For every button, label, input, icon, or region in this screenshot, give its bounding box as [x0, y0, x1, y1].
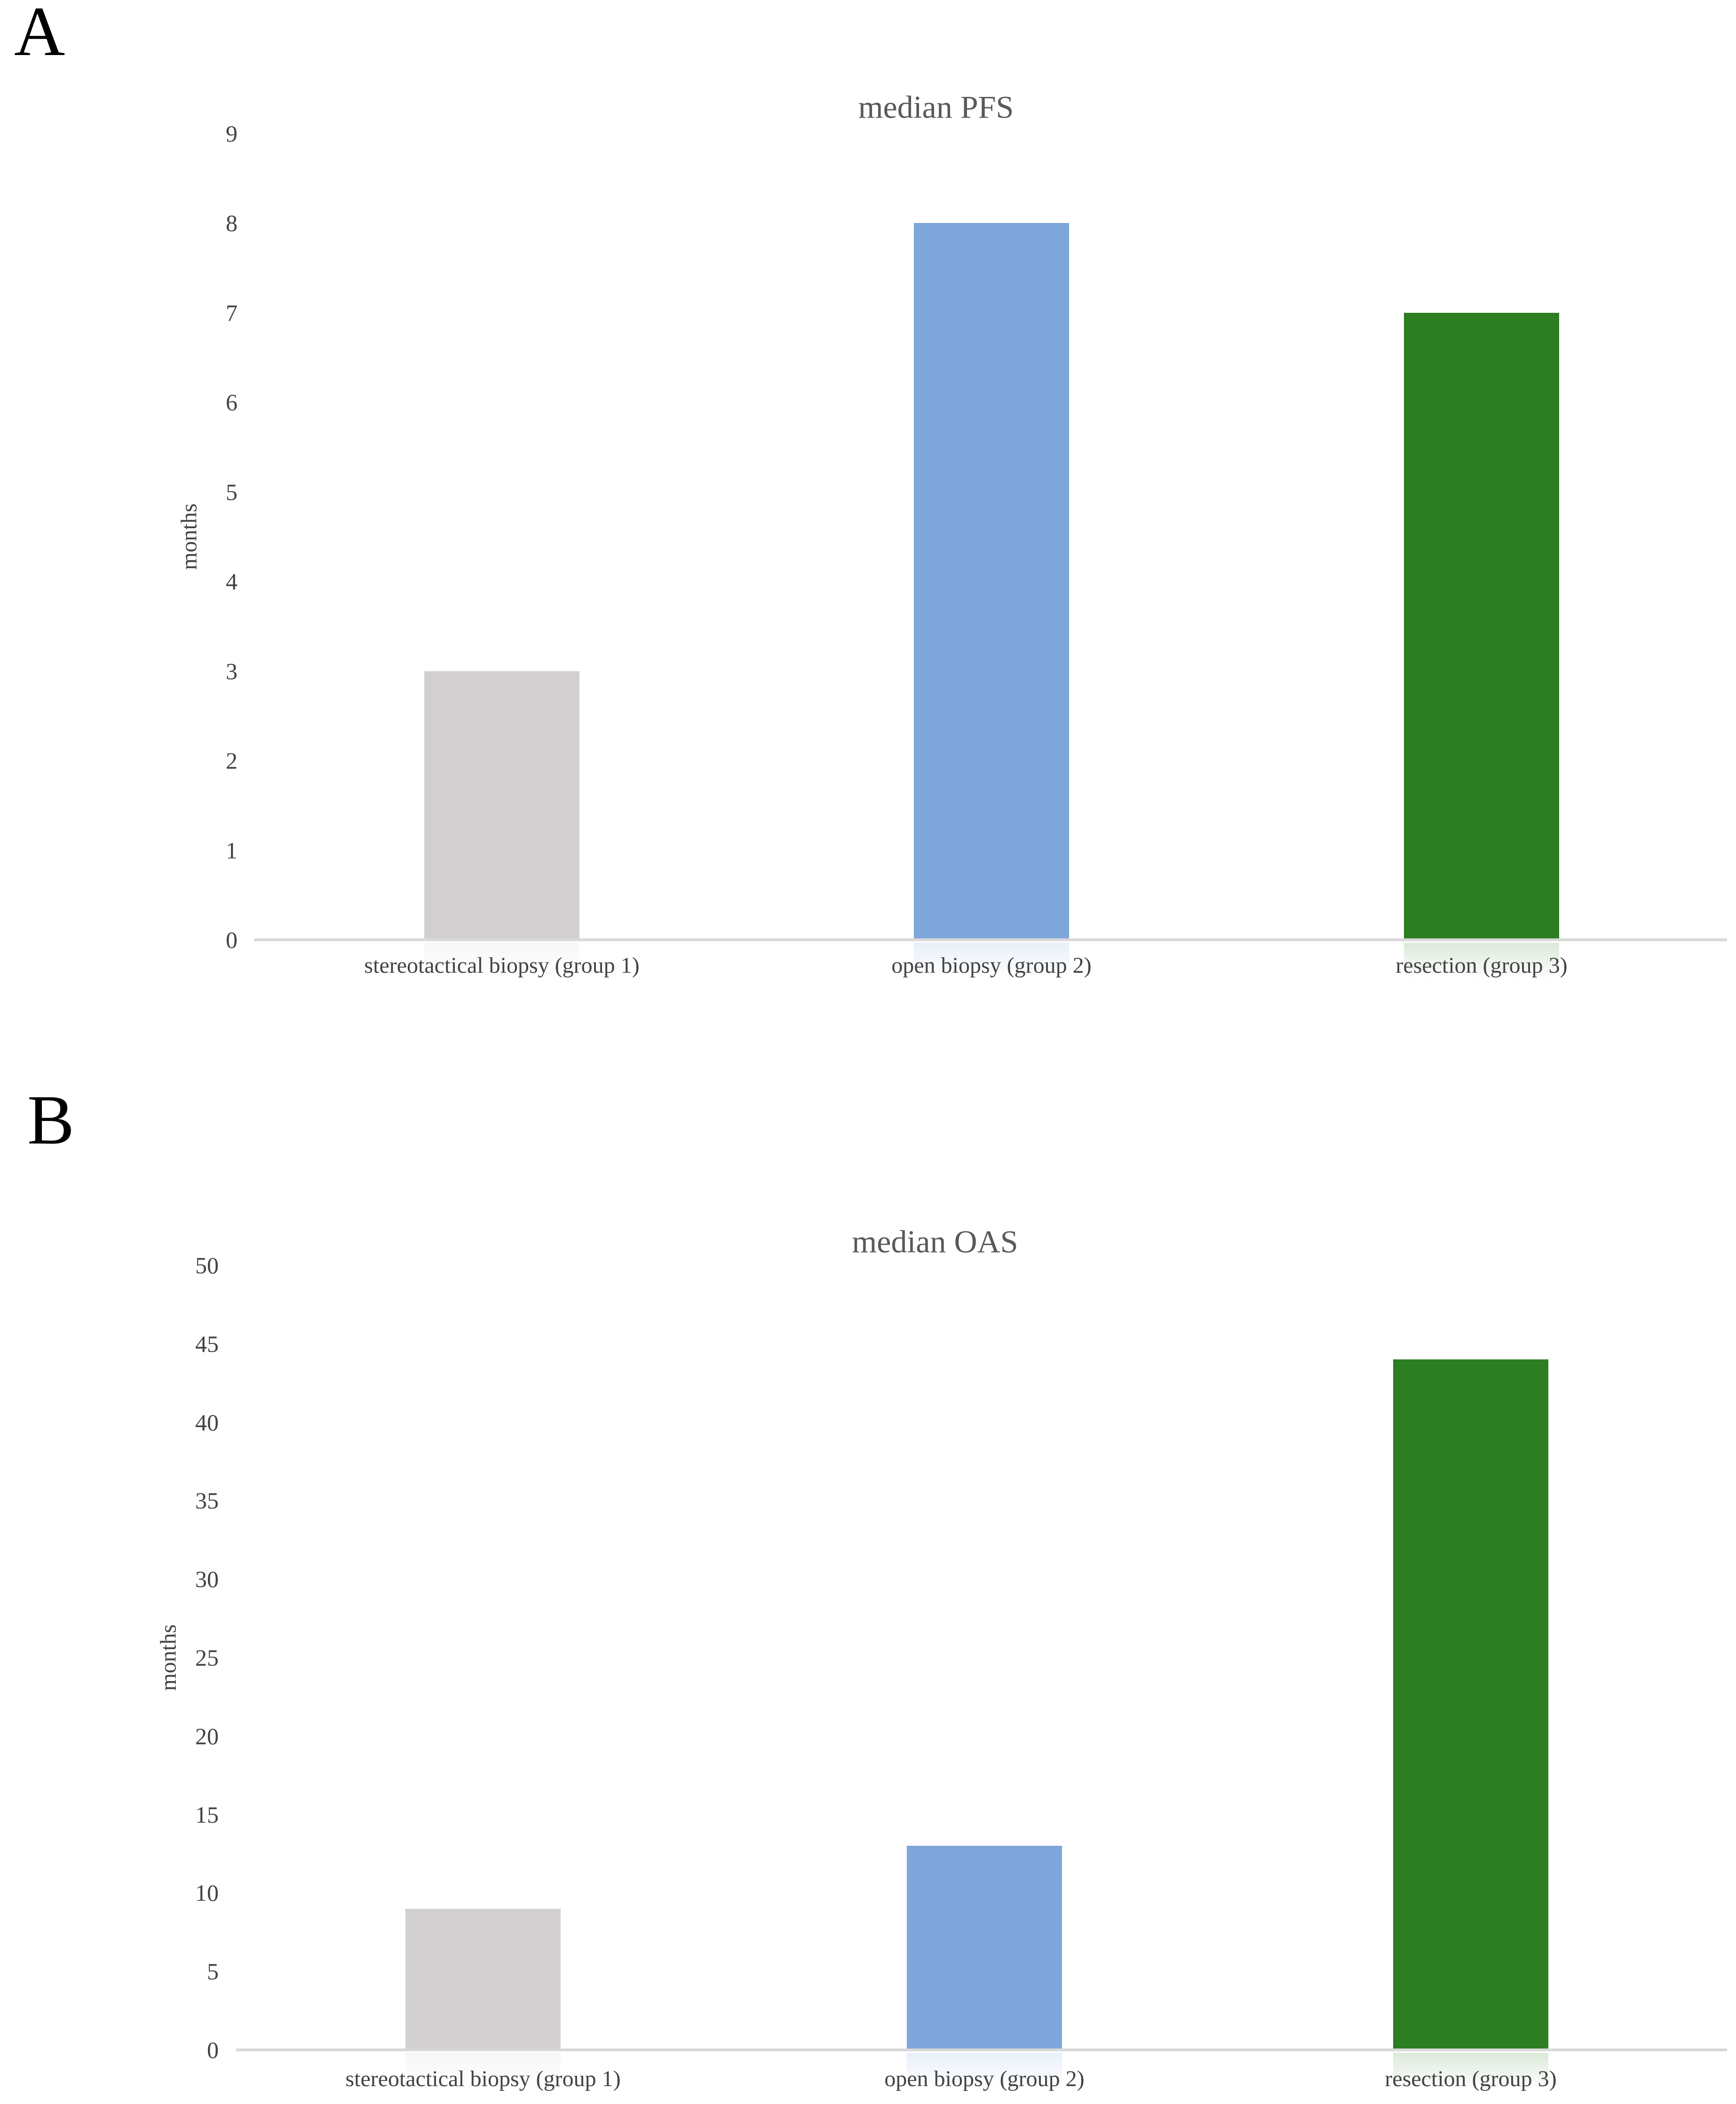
y-axis-tick-label: 35	[195, 1487, 219, 1514]
x-axis-label: open biopsy (group 2)	[884, 2066, 1085, 2091]
bar-3	[1404, 312, 1559, 940]
x-axis-label: resection (group 3)	[1395, 953, 1568, 978]
y-axis-tick-label: 4	[226, 568, 238, 595]
bar-reflection	[424, 943, 579, 979]
x-axis-line	[254, 938, 1727, 941]
chart-b-title: median OAS	[852, 1223, 1018, 1260]
panel-a-letter: A	[14, 0, 65, 71]
bar-2	[907, 1846, 1062, 2050]
y-axis-tick-label: 5	[226, 478, 238, 505]
y-axis-tick-label: 45	[195, 1330, 219, 1357]
y-axis-tick-label: 0	[207, 2037, 219, 2063]
bar-reflection	[907, 2053, 1062, 2089]
x-axis-label: open biopsy (group 2)	[891, 953, 1092, 978]
y-axis-tick-label: 7	[226, 299, 238, 326]
bar-reflection	[1404, 943, 1559, 979]
y-axis-tick-label: 0	[226, 927, 238, 953]
y-axis-tick-label: 20	[195, 1723, 219, 1749]
x-axis-line	[236, 2048, 1727, 2051]
y-axis-tick-label: 10	[195, 1880, 219, 1906]
x-axis-label: resection (group 3)	[1385, 2066, 1557, 2091]
chart-a-y-axis-title: months	[176, 503, 202, 570]
bar-2	[914, 223, 1069, 940]
panel-b-letter: B	[27, 1081, 75, 1159]
y-axis-tick-label: 9	[226, 120, 238, 147]
chart-b-y-axis-title: months	[156, 1624, 181, 1691]
y-axis-tick-label: 40	[195, 1409, 219, 1436]
x-axis-label: stereotactical biopsy (group 1)	[345, 2066, 621, 2091]
y-axis-tick-label: 5	[207, 1958, 219, 1985]
chart-a-title: median PFS	[858, 89, 1014, 125]
bar-3	[1393, 1359, 1548, 2050]
y-axis-tick-label: 2	[226, 747, 238, 774]
bar-1	[424, 671, 579, 940]
y-axis-tick-label: 50	[195, 1252, 219, 1278]
bar-reflection	[914, 943, 1069, 979]
bar-reflection	[405, 2053, 561, 2089]
y-axis-tick-label: 8	[226, 210, 238, 236]
y-axis-tick-label: 30	[195, 1566, 219, 1593]
y-axis-tick-label: 6	[226, 389, 238, 415]
y-axis-tick-label: 3	[226, 658, 238, 684]
x-axis-label: stereotactical biopsy (group 1)	[364, 953, 640, 978]
y-axis-tick-label: 15	[195, 1801, 219, 1828]
y-axis-tick-label: 1	[226, 837, 238, 864]
bar-reflection	[1393, 2053, 1548, 2089]
bar-1	[405, 1908, 561, 2050]
